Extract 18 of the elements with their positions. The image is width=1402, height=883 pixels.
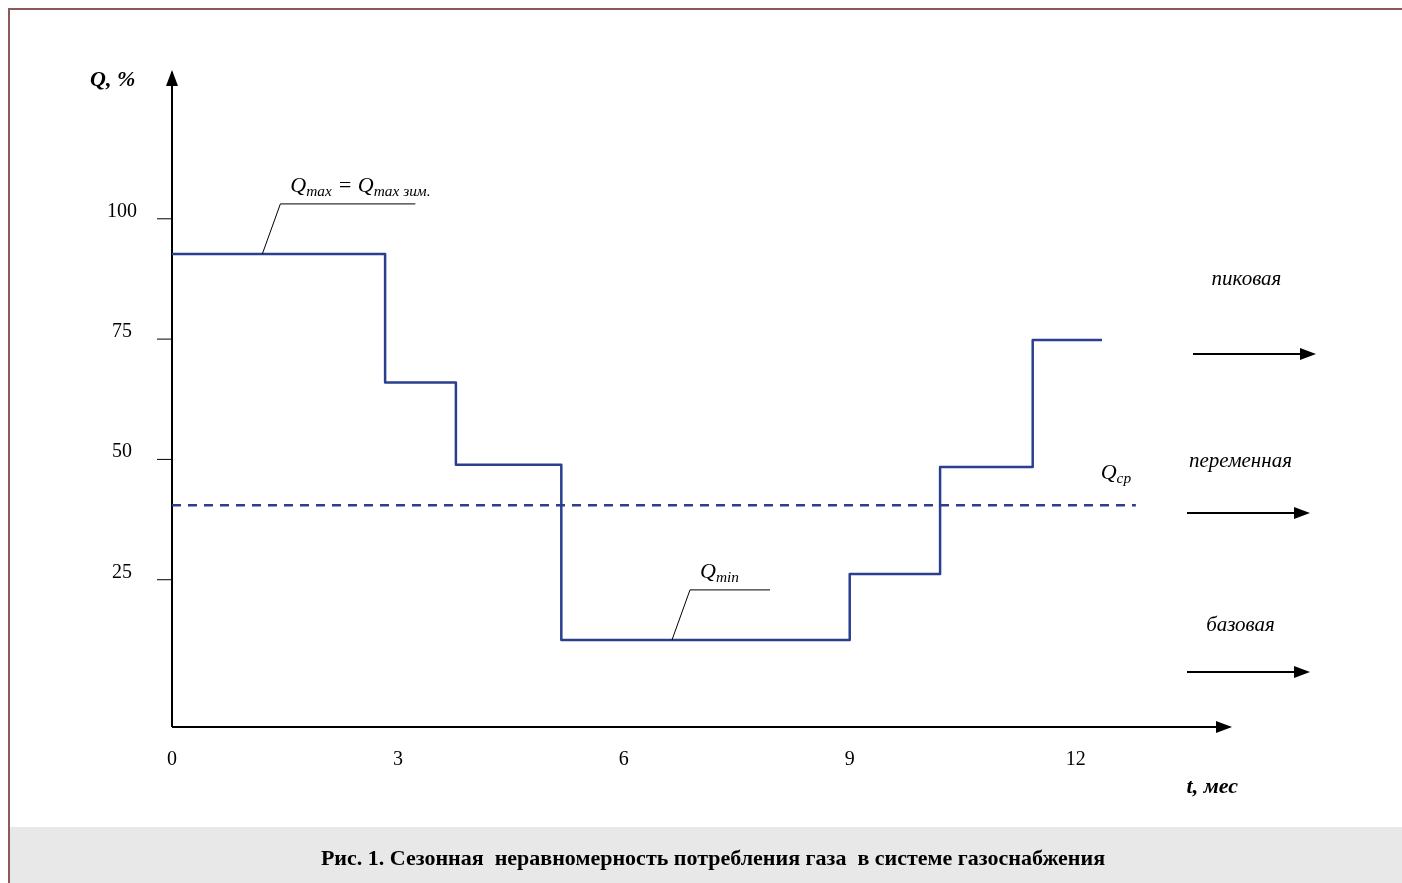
y-tick-label: 75 xyxy=(112,319,132,342)
y-tick-label: 50 xyxy=(112,439,132,462)
x-tick-label: 0 xyxy=(167,747,177,769)
annotation: Q$_{min}$ xyxy=(700,557,740,585)
y-tick-label: 100 xyxy=(107,198,137,221)
x-tick-label: 3 xyxy=(392,747,403,769)
series-label: Q$_{ср}$ xyxy=(1100,459,1132,486)
annotation: Q$_{max}$ = Q$_{max зим.}$ xyxy=(290,171,431,199)
x-axis-title: t, мес xyxy=(1186,773,1239,798)
x-tick-label: 12 xyxy=(1065,747,1086,769)
y-axis-title: Q, % xyxy=(90,66,136,91)
x-tick-label: 9 xyxy=(844,747,855,769)
annotation: пиковая xyxy=(1211,266,1282,290)
x-tick-label: 6 xyxy=(618,747,629,769)
annotation: переменная xyxy=(1189,448,1292,472)
text: Рис. 1. Сезонная неравномерность потребления газа в системе газоснабжения xyxy=(320,845,1106,870)
annotation: базовая xyxy=(1206,612,1275,636)
y-tick-label: 25 xyxy=(112,559,132,582)
